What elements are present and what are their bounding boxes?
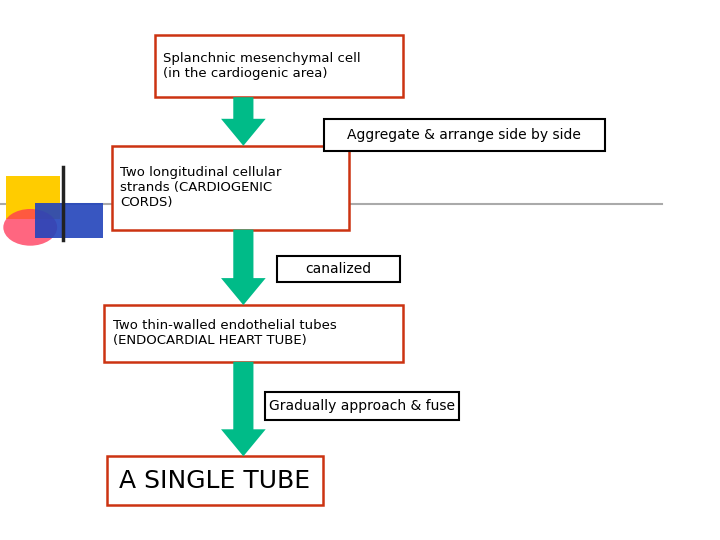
Bar <box>35 202 103 238</box>
Text: Aggregate & arrange side by side: Aggregate & arrange side by side <box>348 128 581 142</box>
Polygon shape <box>221 230 266 305</box>
Text: canalized: canalized <box>305 262 372 276</box>
Bar <box>6 176 60 219</box>
Polygon shape <box>221 97 266 146</box>
Text: A SINGLE TUBE: A SINGLE TUBE <box>119 469 310 492</box>
Ellipse shape <box>4 209 57 246</box>
Text: Splanchnic mesenchymal cell
(in the cardiogenic area): Splanchnic mesenchymal cell (in the card… <box>163 52 361 80</box>
FancyBboxPatch shape <box>265 392 459 420</box>
FancyBboxPatch shape <box>155 35 403 97</box>
Text: Two longitudinal cellular
strands (CARDIOGENIC
CORDS): Two longitudinal cellular strands (CARDI… <box>120 166 282 209</box>
FancyBboxPatch shape <box>104 305 403 362</box>
FancyBboxPatch shape <box>107 456 323 505</box>
Text: Gradually approach & fuse: Gradually approach & fuse <box>269 399 455 413</box>
Polygon shape <box>221 362 266 456</box>
FancyBboxPatch shape <box>112 146 349 230</box>
FancyBboxPatch shape <box>324 119 605 151</box>
Text: Two thin-walled endothelial tubes
(ENDOCARDIAL HEART TUBE): Two thin-walled endothelial tubes (ENDOC… <box>113 320 337 347</box>
FancyBboxPatch shape <box>277 256 400 282</box>
